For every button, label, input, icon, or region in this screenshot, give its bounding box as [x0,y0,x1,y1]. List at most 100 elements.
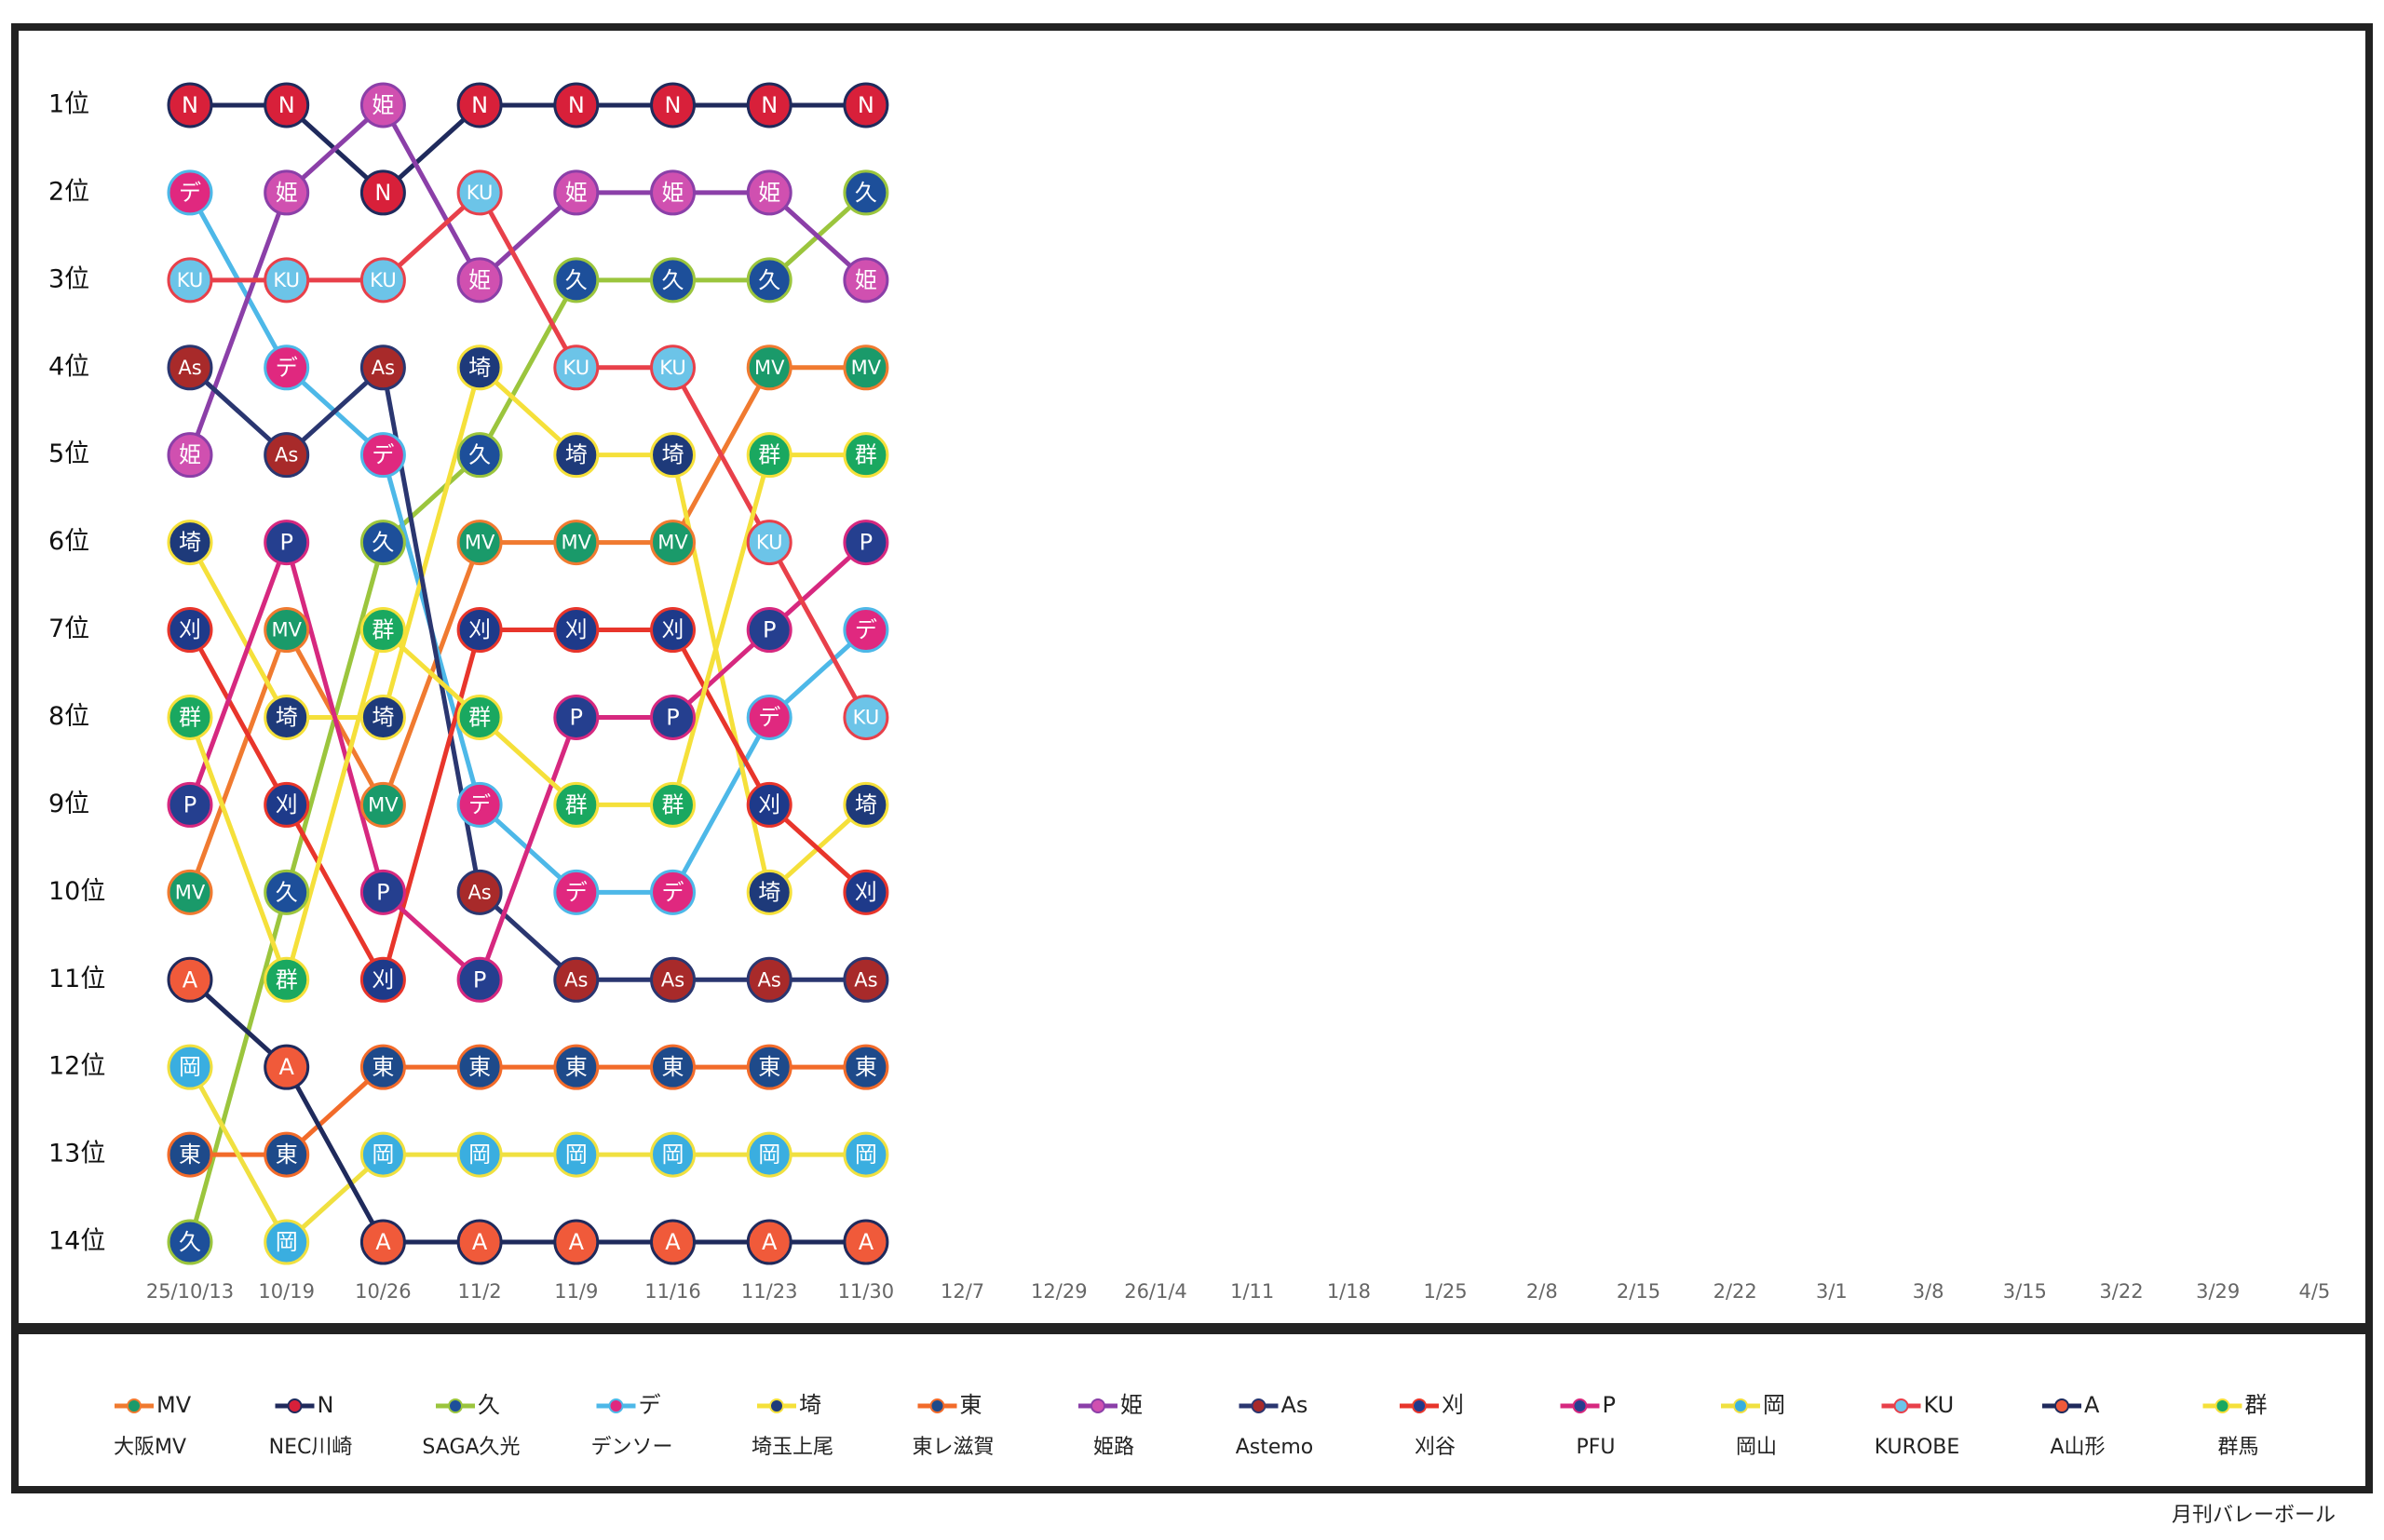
rank-marker [746,432,792,479]
x-tick-label: 2/15 [1617,1280,1660,1303]
rank-marker [843,257,889,304]
rank-marker [167,432,213,479]
source: 月刊バレーボール [2172,1504,2336,1527]
rank-marker [264,82,310,128]
legend-dot [1893,1398,1909,1413]
legend-dot [1251,1398,1266,1413]
x-tick-label: 3/15 [2003,1280,2047,1303]
marker-label: デ [179,180,201,206]
x-tick-label: 4/5 [2299,1280,2331,1303]
rank-marker [456,956,503,1003]
marker-label: P [860,530,873,556]
marker-label: N [471,92,488,118]
rank-marker [359,781,406,828]
marker-label: 刈 [468,617,491,643]
marker-label: デ [372,442,394,468]
marker-label: MV [271,619,302,642]
rank-marker [650,1044,696,1090]
legend-name: 大阪MV [114,1436,186,1459]
rank-marker [359,869,406,915]
marker-label: P [279,530,292,556]
rank-marker [746,82,792,128]
legend-name: 岡山 [1736,1436,1777,1459]
rank-marker [553,781,600,828]
marker-label: MV [754,357,785,379]
rank-marker [264,607,310,654]
marker-label: N [182,92,198,118]
legend-short: 姫 [1120,1392,1143,1418]
marker-label: 久 [468,442,491,468]
marker-label: 姫 [372,92,394,118]
legend-name: 東レ滋賀 [912,1436,994,1459]
rank-marker [456,694,503,740]
marker-label: デ [276,355,298,381]
y-tick-label: 12位 [48,1052,105,1081]
rank-line [187,365,866,894]
rank-marker [553,82,600,128]
legend-name: NEC川崎 [269,1436,353,1459]
rank-marker [167,344,213,391]
rank-marker [650,82,696,128]
rank-marker [650,1131,696,1178]
rank-marker [167,869,213,915]
y-tick-label: 2位 [48,177,89,206]
rank-marker [650,869,696,915]
rank-marker [264,257,310,304]
rank-marker [650,694,696,740]
rank-line [188,978,866,1245]
rank-marker [359,82,406,128]
rank-marker [456,1131,503,1178]
legend-name: KUROBE [1875,1436,1960,1459]
x-tick-label: 12/29 [1031,1280,1088,1303]
x-tick-label: 1/18 [1327,1280,1371,1303]
legend-short: 埼 [799,1392,821,1418]
legend-name: 埼玉上尾 [752,1436,833,1459]
marker-label: MV [368,793,399,816]
marker-label: MV [465,532,495,554]
marker-label: A [762,1229,778,1255]
marker-label: 東 [758,1054,780,1080]
rank-marker [650,432,696,479]
rank-line [187,453,866,988]
marker-label: KU [563,357,590,379]
marker-label: 群 [372,617,394,643]
y-tick-label: 5位 [48,439,89,468]
marker-label: As [564,968,588,991]
rank-marker [650,956,696,1003]
marker-label: A [278,1054,294,1080]
rank-marker [746,781,792,828]
marker-label: 刈 [372,966,394,993]
legend-dot [608,1398,624,1413]
marker-label: As [758,968,781,991]
rank-marker [650,781,696,828]
rank-marker [843,956,889,1003]
marker-label: 群 [276,966,298,993]
marker-label: 東 [179,1141,201,1168]
marker-label: 岡 [855,1141,877,1168]
rank-marker [359,1219,406,1265]
marker-label: 東 [565,1054,588,1080]
marker-label: 刈 [179,617,201,643]
legend-short: 東 [960,1392,982,1418]
rank-marker [167,1044,213,1090]
marker-label: 久 [372,530,394,556]
marker-label: 刈 [565,617,588,643]
rank-marker [746,869,792,915]
legend-name: 刈谷 [1415,1436,1456,1459]
legend-short: 刈 [1442,1392,1464,1418]
marker-label: N [374,180,391,206]
marker-label: 東 [372,1054,394,1080]
rank-marker [359,432,406,479]
rank-marker [264,956,310,1003]
rank-marker [264,520,310,566]
rank-marker [650,169,696,216]
marker-label: 姫 [276,180,298,206]
rank-marker [264,169,310,216]
marker-label: 久 [855,180,877,206]
marker-label: A [665,1229,681,1255]
marker-label: 群 [855,442,877,468]
rank-marker [843,694,889,740]
marker-label: 久 [758,267,780,293]
